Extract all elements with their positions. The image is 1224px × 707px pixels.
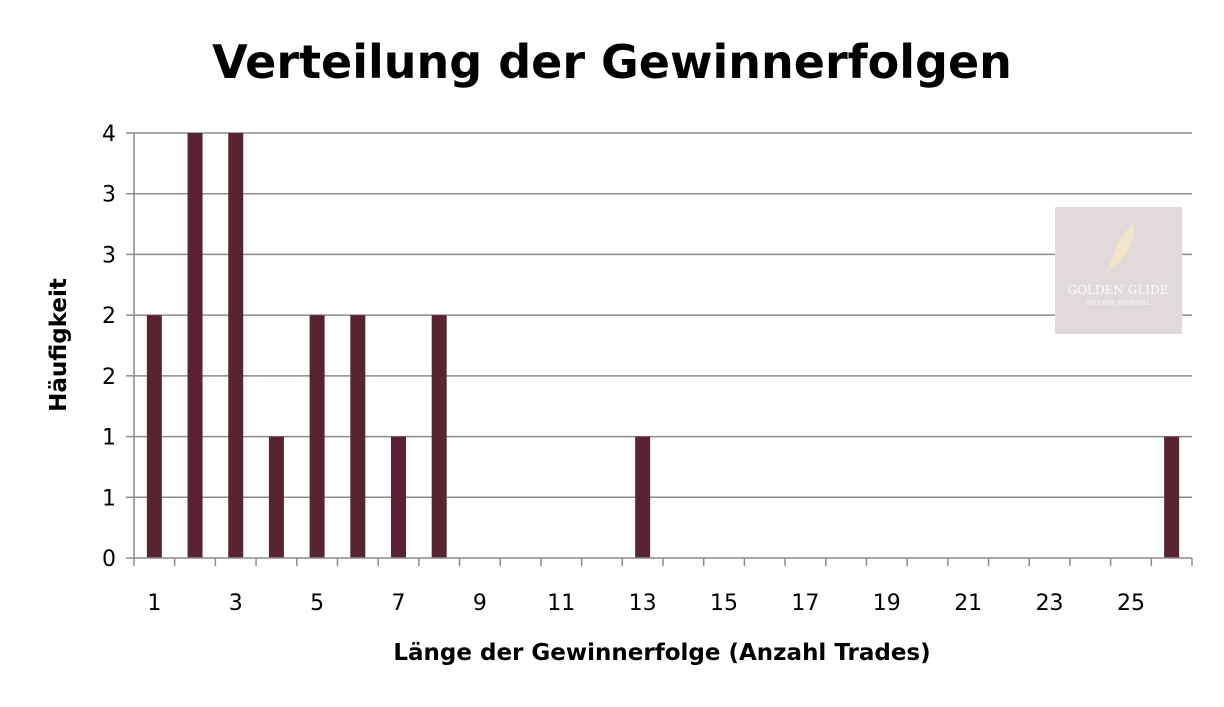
y-axis-title: Häufigkeit [46, 278, 72, 412]
y-tick-label: 1 [102, 426, 116, 451]
bar [228, 133, 244, 558]
watermark-line2: INCOME JOURNAL [1085, 299, 1151, 307]
x-tick-label: 11 [547, 591, 575, 616]
bar [309, 315, 325, 558]
x-tick-label: 9 [473, 591, 487, 616]
x-tick-label: 21 [954, 591, 982, 616]
bar [268, 436, 284, 558]
y-tick-label: 2 [102, 304, 116, 329]
y-tick-label: 3 [102, 243, 116, 268]
bar [635, 436, 651, 558]
x-tick-label: 19 [873, 591, 901, 616]
y-tick-label: 3 [102, 183, 116, 208]
x-tick-label: 7 [392, 591, 406, 616]
axes [133, 133, 1192, 559]
bar [391, 436, 406, 558]
chart-title: Verteilung der Gewinnerfolgen [212, 35, 1012, 89]
y-tick-label: 0 [102, 547, 116, 572]
x-tick-label: 15 [710, 591, 738, 616]
bar [431, 315, 447, 558]
x-tick-label: 25 [1117, 591, 1145, 616]
x-tick-label: 23 [1036, 591, 1064, 616]
y-tick-label: 1 [102, 486, 116, 511]
x-tick-label: 3 [229, 591, 243, 616]
x-axis-title: Länge der Gewinnerfolge (Anzahl Trades) [393, 640, 930, 666]
x-ticks: 1 3 5 7 9 11 13 15 17 19 21 23 25 [133, 558, 1193, 616]
bar [187, 133, 203, 558]
y-ticks: 0 1 1 2 2 3 3 4 [102, 122, 134, 572]
watermark-line1: GOLDEN GLIDE [1068, 283, 1169, 297]
watermark-background [1055, 207, 1182, 334]
x-tick-label: 13 [629, 591, 657, 616]
bar [350, 315, 366, 558]
x-tick-label: 5 [310, 591, 324, 616]
bars [146, 133, 1180, 558]
x-tick-label: 17 [791, 591, 819, 616]
feather-quill [1105, 235, 1127, 277]
y-tick-label: 4 [102, 122, 116, 147]
y-tick-label: 2 [102, 365, 116, 390]
watermark-logo: GOLDEN GLIDE INCOME JOURNAL [1055, 207, 1182, 334]
bar [1164, 436, 1180, 558]
gridlines [134, 132, 1192, 499]
x-tick-label: 1 [147, 591, 161, 616]
bar [146, 315, 162, 558]
